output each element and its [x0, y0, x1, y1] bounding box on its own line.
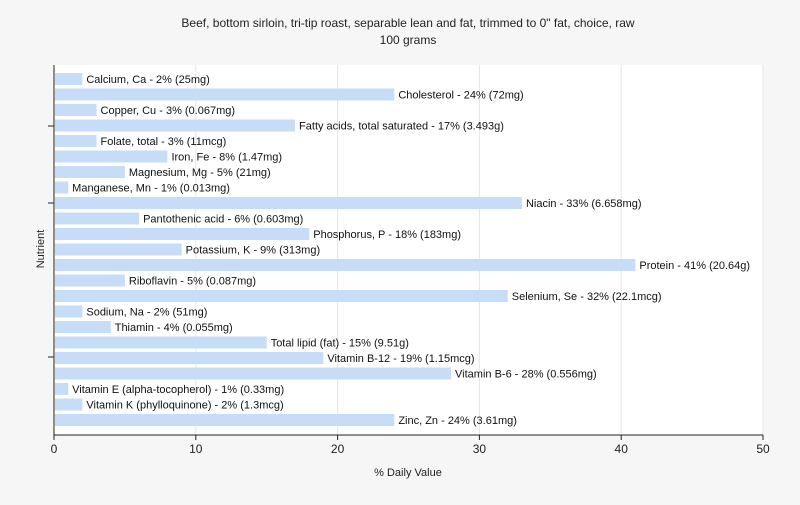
bar — [55, 398, 83, 411]
bar — [55, 414, 395, 426]
bar-label: Total lipid (fat) - 15% (9.51g) — [271, 338, 409, 350]
x-axis-title: % Daily Value — [374, 467, 442, 479]
bar-label: Magnesium, Mg - 5% (21mg) — [129, 167, 271, 179]
bar-labels-group: Calcium, Ca - 2% (25mg) Cholesterol - 24%… — [72, 74, 750, 427]
bar — [55, 197, 522, 209]
bar — [55, 274, 125, 287]
bar — [55, 88, 395, 101]
bar-label: Potassium, K - 9% (313mg) — [186, 245, 321, 257]
bar-label: Protein - 41% (20.64g) — [639, 260, 750, 272]
x-tick-label: 30 — [473, 442, 487, 456]
bar — [55, 336, 267, 349]
x-tick-label: 40 — [615, 442, 629, 456]
bar-label: Fatty acids, total saturated - 17% (3.49… — [299, 121, 504, 133]
bar-label: Iron, Fe - 8% (1.47mg) — [171, 152, 282, 164]
bar-label: Pantothenic acid - 6% (0.603mg) — [143, 214, 303, 226]
bar-label: Calcium, Ca - 2% (25mg) — [86, 74, 209, 86]
bar — [55, 150, 168, 163]
bar — [55, 104, 97, 116]
bar-label: Copper, Cu - 3% (0.067mg) — [101, 105, 236, 117]
bar — [55, 73, 83, 85]
bar — [55, 259, 636, 271]
bar — [55, 119, 296, 132]
bar-label: Riboflavin - 5% (0.087mg) — [129, 276, 256, 288]
bar — [55, 352, 324, 364]
bar-label: Niacin - 33% (6.658mg) — [526, 198, 642, 210]
bar-label: Folate, total - 3% (11mcg) — [101, 136, 227, 148]
bar — [55, 321, 111, 333]
bar — [55, 166, 125, 178]
bar-label: Vitamin K (phylloquinone) - 2% (1.3mcg) — [86, 400, 283, 412]
bar-label: Sodium, Na - 2% (51mg) — [86, 307, 207, 319]
bar-label: Manganese, Mn - 1% (0.013mg) — [72, 183, 230, 195]
bar — [55, 243, 182, 256]
bar-label: Vitamin E (alpha-tocopherol) - 1% (0.33m… — [72, 384, 284, 396]
chart-subtitle: 100 grams — [380, 33, 437, 47]
y-axis-ticks — [48, 125, 54, 358]
bar — [55, 367, 452, 380]
bar-label: Vitamin B-6 - 28% (0.556mg) — [455, 369, 597, 381]
bar-label: Thiamin - 4% (0.055mg) — [115, 322, 233, 334]
bars-group — [55, 73, 636, 426]
bar — [55, 383, 69, 395]
bar-label: Zinc, Zn - 24% (3.61mg) — [398, 415, 517, 427]
y-axis-title: Nutrient — [35, 230, 47, 269]
x-axis-ticks: 0 10 20 30 40 50 — [51, 435, 770, 456]
bar-label: Vitamin B-12 - 19% (1.15mcg) — [327, 353, 474, 365]
bar — [55, 212, 140, 225]
bar — [55, 290, 508, 302]
bar — [55, 181, 69, 194]
chart-title: Beef, bottom sirloin, tri-tip roast, sep… — [181, 16, 634, 30]
bar-label: Cholesterol - 24% (72mg) — [398, 90, 523, 102]
bar-label: Phosphorus, P - 18% (183mg) — [313, 229, 461, 241]
x-tick-label: 10 — [189, 442, 203, 456]
x-tick-label: 50 — [756, 442, 770, 456]
bar — [55, 135, 97, 147]
x-tick-label: 0 — [51, 442, 58, 456]
bar — [55, 228, 310, 240]
bar-label: Selenium, Se - 32% (22.1mcg) — [512, 291, 662, 303]
bar — [55, 305, 83, 318]
x-tick-label: 20 — [331, 442, 345, 456]
